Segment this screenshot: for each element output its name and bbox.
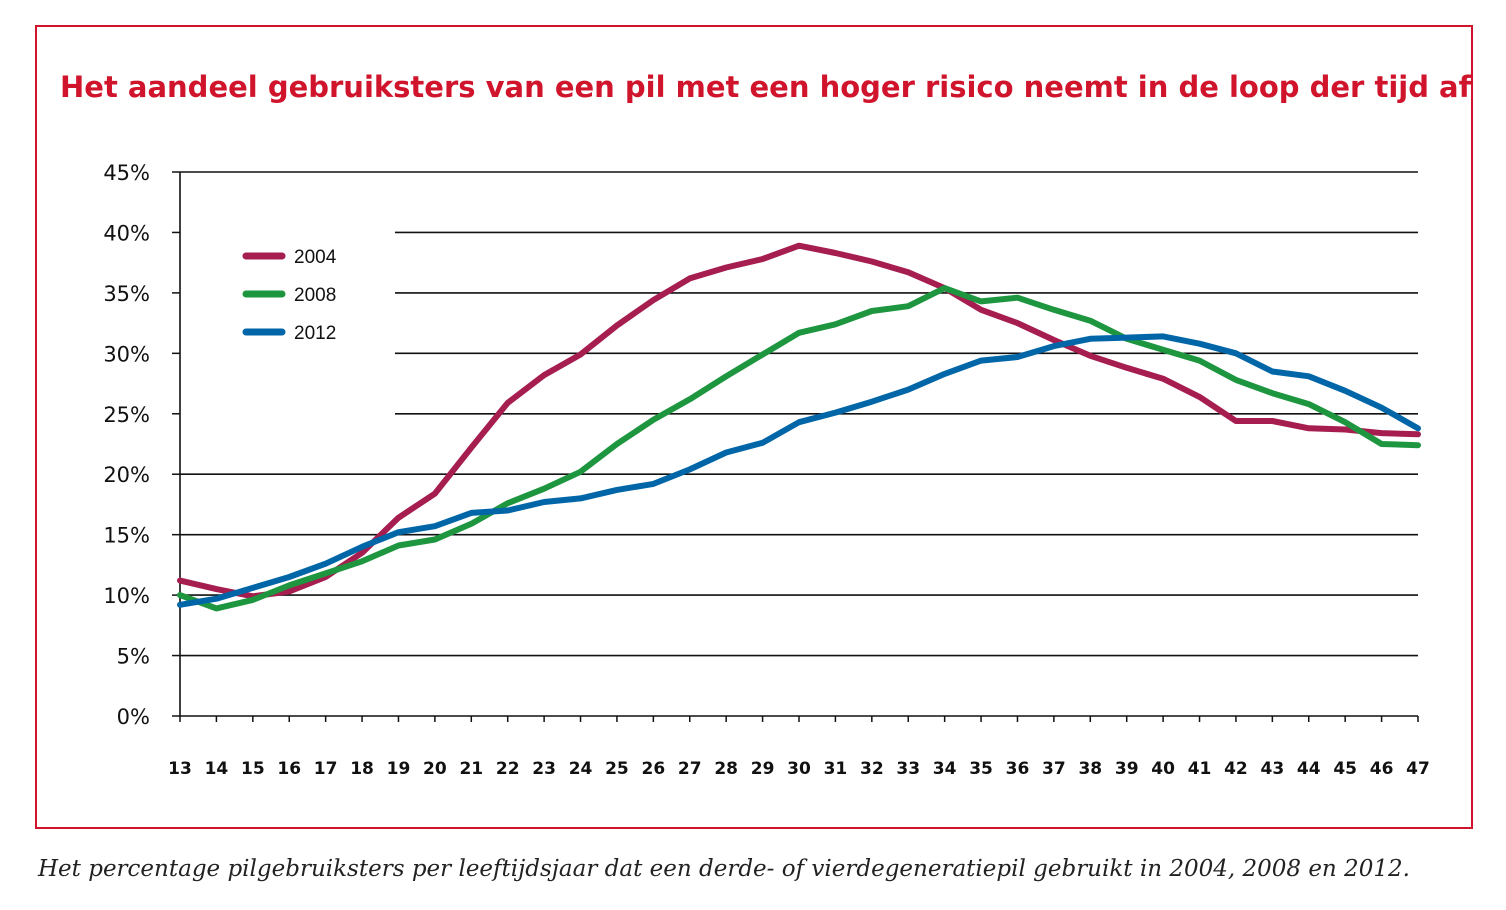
legend-label-2012: 2012 (294, 323, 336, 344)
x-tick-label: 13 (168, 759, 192, 779)
x-tick-label: 46 (1370, 759, 1394, 779)
y-tick-label: 15% (103, 524, 150, 548)
x-tick-label: 24 (569, 759, 593, 779)
x-tick-label: 21 (459, 759, 483, 779)
x-tick-labels: 13 14 15 16 17 18 19 20 21 22 23 24 25 26 27 28 29 30 31 32… (168, 759, 1430, 779)
x-tick-label: 44 (1297, 759, 1321, 779)
x-tick-label: 20 (423, 759, 447, 779)
y-tick-label: 25% (103, 403, 150, 427)
chart-frame (35, 25, 1473, 829)
chart-caption: Het percentage pilgebruiksters per leeft… (38, 856, 1410, 882)
x-tick-label: 36 (1006, 759, 1030, 779)
x-tick-label: 17 (314, 759, 338, 779)
axes (172, 171, 1419, 722)
x-tick-label: 45 (1333, 759, 1357, 779)
x-tick-label: 43 (1261, 759, 1285, 779)
x-tick-label: 27 (678, 759, 702, 779)
x-tick-label: 39 (1115, 759, 1139, 779)
x-tick-label: 26 (642, 759, 666, 779)
y-tick-label: 35% (103, 282, 150, 306)
y-tick-label: 20% (103, 463, 150, 487)
x-tick-label: 29 (751, 759, 775, 779)
legend-label-2004: 2004 (294, 247, 337, 268)
x-tick-label: 23 (532, 759, 556, 779)
series-line-2008 (177, 285, 1421, 612)
x-tick-label: 42 (1224, 759, 1248, 779)
y-tick-label: 30% (103, 342, 150, 366)
y-tick-label: 45% (103, 161, 150, 185)
y-tick-label: 0% (117, 705, 150, 729)
legend: 2004 2008 2012 (242, 247, 337, 344)
x-tick-label: 34 (933, 759, 957, 779)
x-tick-label: 40 (1151, 759, 1175, 779)
x-tick-label: 37 (1042, 759, 1066, 779)
x-tick-label: 35 (969, 759, 993, 779)
x-tick-label: 38 (1078, 759, 1102, 779)
x-tick-label: 41 (1188, 759, 1212, 779)
x-tick-label: 22 (496, 759, 520, 779)
x-tick-label: 47 (1406, 759, 1430, 779)
y-tick-label: 10% (103, 584, 150, 608)
x-tick-label: 30 (787, 759, 811, 779)
x-tick-label: 28 (714, 759, 738, 779)
series-line-2004 (177, 242, 1421, 600)
gridlines (180, 171, 1418, 657)
y-tick-label: 40% (103, 221, 150, 245)
legend-label-2008: 2008 (294, 285, 336, 306)
series-line-2012 (177, 333, 1421, 608)
series-lines (177, 242, 1421, 612)
x-tick-label: 15 (241, 759, 265, 779)
x-tick-label: 32 (860, 759, 884, 779)
chart-title: Het aandeel gebruiksters van een pil met… (60, 70, 1472, 104)
x-tick-label: 18 (350, 759, 374, 779)
x-tick-label: 19 (387, 759, 411, 779)
x-tick-label: 14 (205, 759, 229, 779)
y-tick-label: 5% (117, 645, 150, 669)
x-tick-label: 16 (277, 759, 301, 779)
y-tick-labels: 0% 5% 10% 15% 20% 25% 30% 35% 40% 45% (103, 161, 150, 729)
x-tick-label: 33 (896, 759, 920, 779)
x-tick-label: 31 (824, 759, 848, 779)
x-tick-label: 25 (605, 759, 629, 779)
